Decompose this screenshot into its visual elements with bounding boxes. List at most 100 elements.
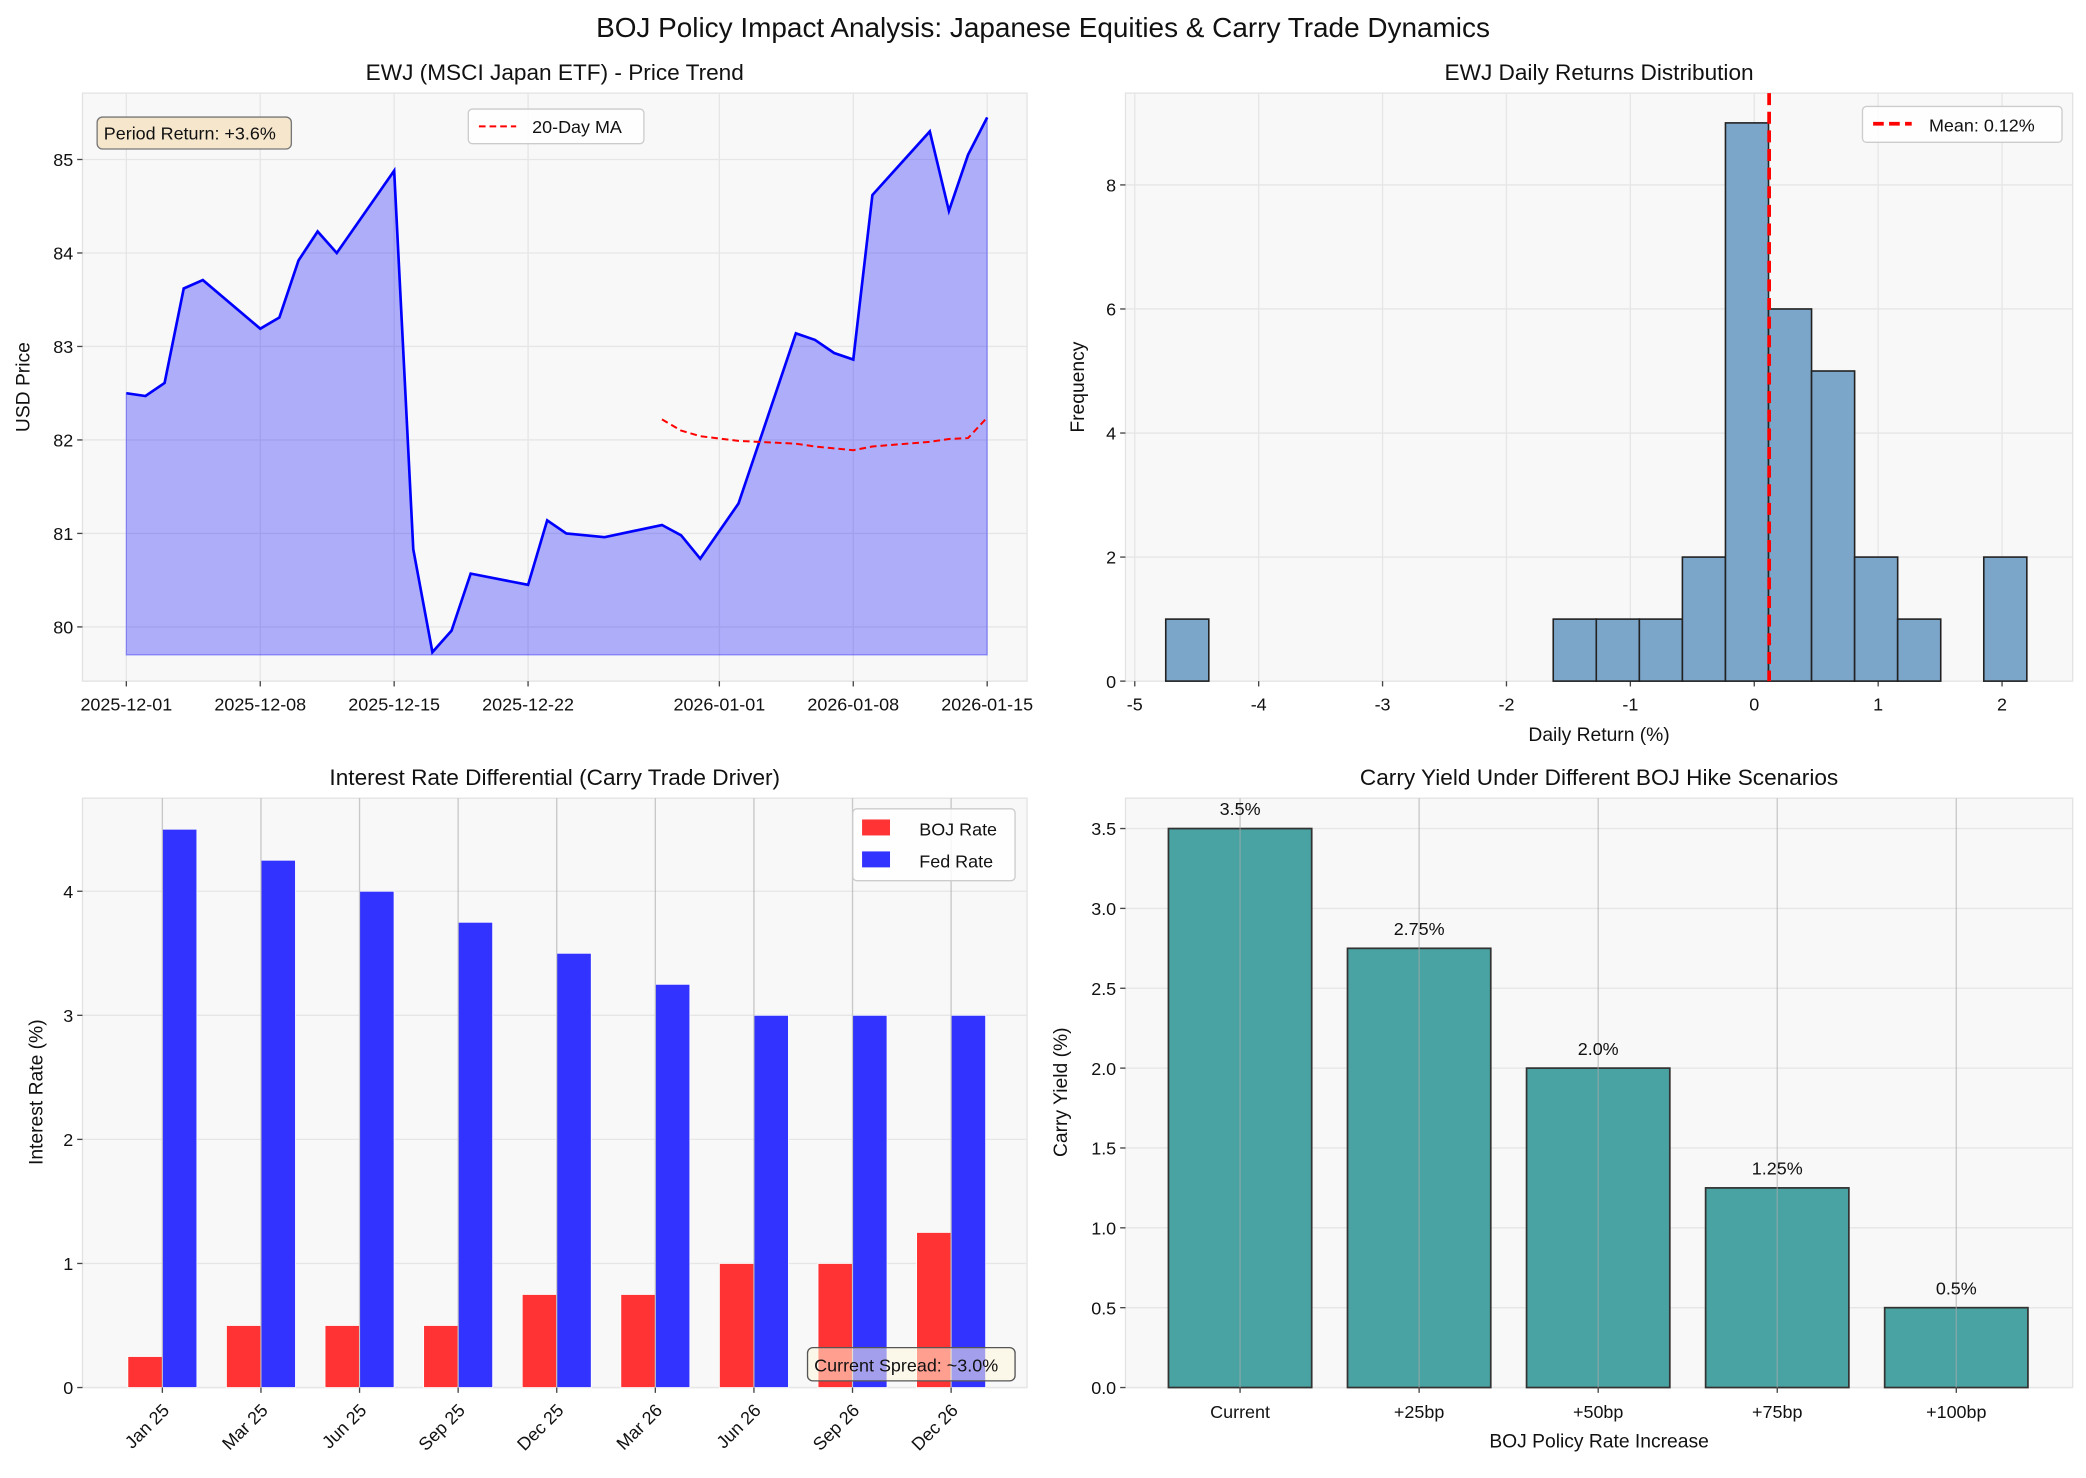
- figure-title: BOJ Policy Impact Analysis: Japanese Equ…: [596, 12, 1490, 43]
- fed-rate-bar: [161, 828, 198, 1388]
- chart-title: Carry Yield Under Different BOJ Hike Sce…: [1360, 765, 1838, 790]
- x-tick-label: 2: [1997, 694, 2007, 714]
- x-tick-label: 0: [1749, 694, 1759, 714]
- plot-area: [81, 92, 1028, 682]
- x-axis-label: Daily Return (%): [1528, 725, 1669, 746]
- boj-rate-bar: [719, 1263, 755, 1388]
- x-tick-label: Mar 25: [218, 1400, 272, 1454]
- x-tick-label: Sep 26: [809, 1400, 863, 1454]
- histogram-bar: [1164, 618, 1210, 682]
- y-tick-label: 83: [53, 337, 73, 357]
- boj-rate-bar: [324, 1325, 360, 1388]
- x-tick-label: +50bp: [1573, 1402, 1623, 1422]
- y-tick-label: 81: [53, 524, 73, 544]
- data-label: 2.0%: [1578, 1039, 1619, 1059]
- x-tick-label: Sep 25: [415, 1400, 469, 1454]
- data-label: 2.75%: [1394, 919, 1445, 939]
- legend-label: Fed Rate: [919, 851, 993, 871]
- x-tick-label: 1: [1873, 694, 1883, 714]
- y-tick-label: 80: [53, 618, 73, 638]
- y-axis-label: USD Price: [13, 342, 34, 432]
- data-label: 0.5%: [1936, 1278, 1977, 1298]
- y-tick-label: 8: [1106, 176, 1116, 196]
- axes-0: [77, 92, 1028, 687]
- chart-title: EWJ (MSCI Japan ETF) - Price Trend: [366, 60, 744, 85]
- price-line: [126, 116, 989, 656]
- y-tick-label: 2: [1106, 548, 1116, 568]
- legend-box: [1861, 105, 2063, 144]
- histogram-bar: [1982, 556, 2028, 682]
- current-spread-box: [806, 1346, 1016, 1382]
- fed-rate-bar: [852, 1014, 888, 1388]
- legend: [1861, 105, 2063, 144]
- y-tick-label: 6: [1106, 300, 1116, 320]
- legend-label: BOJ Rate: [919, 819, 997, 839]
- y-axis-label: Frequency: [1068, 341, 1089, 432]
- chart-title: Interest Rate Differential (Carry Trade …: [329, 765, 780, 790]
- y-tick-label: 82: [53, 431, 73, 451]
- current-spread-annotation: Current Spread: ~3.0%: [814, 1356, 998, 1376]
- histogram-bar: [1724, 122, 1770, 682]
- fed-rate-bar: [260, 859, 296, 1388]
- x-tick-label: 2026-01-15: [941, 694, 1033, 714]
- y-tick-label: 0: [63, 1378, 73, 1398]
- fed-rate-bar: [950, 1014, 987, 1388]
- x-tick-label: 2026-01-08: [807, 694, 899, 714]
- y-tick-label: 2.5: [1091, 979, 1116, 999]
- legend-box: [467, 108, 645, 145]
- x-tick-label: Dec 26: [908, 1400, 962, 1454]
- y-axis-label: Interest Rate (%): [27, 1019, 48, 1165]
- x-tick-label: 2026-01-01: [673, 694, 765, 714]
- x-tick-label: Jun 25: [318, 1400, 370, 1452]
- y-axis-label: Carry Yield (%): [1051, 1027, 1072, 1157]
- y-tick-label: 1.0: [1091, 1218, 1116, 1238]
- axes-3: [1120, 797, 2074, 1393]
- x-axis-label: BOJ Policy Rate Increase: [1489, 1431, 1709, 1452]
- period-return-box: [96, 116, 293, 150]
- x-tick-label: -1: [1622, 694, 1638, 714]
- legend: [852, 808, 1016, 882]
- y-tick-label: 2: [63, 1130, 73, 1150]
- x-tick-label: 2025-12-01: [80, 694, 172, 714]
- chart-title: EWJ Daily Returns Distribution: [1445, 60, 1754, 85]
- histogram-bar: [1810, 370, 1856, 682]
- axes-2: [77, 797, 1028, 1393]
- histogram-bar: [1853, 556, 1899, 682]
- x-tick-label: +25bp: [1394, 1402, 1444, 1422]
- ma-line: [661, 416, 988, 452]
- histogram-bar: [1552, 618, 1598, 682]
- histogram-bar: [1896, 618, 1942, 682]
- histogram-bar: [1681, 556, 1727, 682]
- period-return-annotation: Period Return: +3.6%: [104, 124, 276, 144]
- y-tick-label: 0: [1106, 672, 1116, 692]
- axes-1: [1120, 92, 2074, 687]
- x-tick-label: Jan 25: [121, 1400, 173, 1452]
- boj-rate-bar: [226, 1325, 262, 1388]
- x-tick-label: -4: [1251, 694, 1267, 714]
- x-tick-label: 2025-12-08: [214, 694, 306, 714]
- legend: [467, 108, 645, 145]
- x-tick-label: -2: [1498, 694, 1514, 714]
- y-tick-label: 3.5: [1091, 819, 1116, 839]
- data-label: 1.25%: [1752, 1159, 1803, 1179]
- legend-box: [852, 808, 1016, 882]
- legend-label: 20-Day MA: [532, 117, 622, 137]
- y-tick-label: 1.5: [1091, 1139, 1116, 1159]
- y-tick-label: 2.0: [1091, 1059, 1116, 1079]
- histogram-bar: [1595, 618, 1641, 682]
- boj-rate-bar: [620, 1294, 656, 1388]
- fed-rate-bar: [753, 1014, 789, 1388]
- y-tick-label: 1: [63, 1254, 73, 1274]
- histogram-bar: [1638, 618, 1684, 682]
- legend-swatch-fed: [862, 851, 891, 868]
- x-tick-label: Jun 26: [713, 1400, 765, 1452]
- y-tick-label: 3.0: [1091, 899, 1116, 919]
- legend-label: Mean: 0.12%: [1929, 116, 2035, 136]
- legend-swatch-boj: [862, 819, 891, 836]
- x-tick-label: -5: [1127, 694, 1143, 714]
- y-tick-label: 4: [63, 882, 73, 902]
- y-tick-label: 3: [63, 1006, 73, 1026]
- boj-rate-bar: [521, 1294, 558, 1388]
- fed-rate-bar: [457, 921, 494, 1388]
